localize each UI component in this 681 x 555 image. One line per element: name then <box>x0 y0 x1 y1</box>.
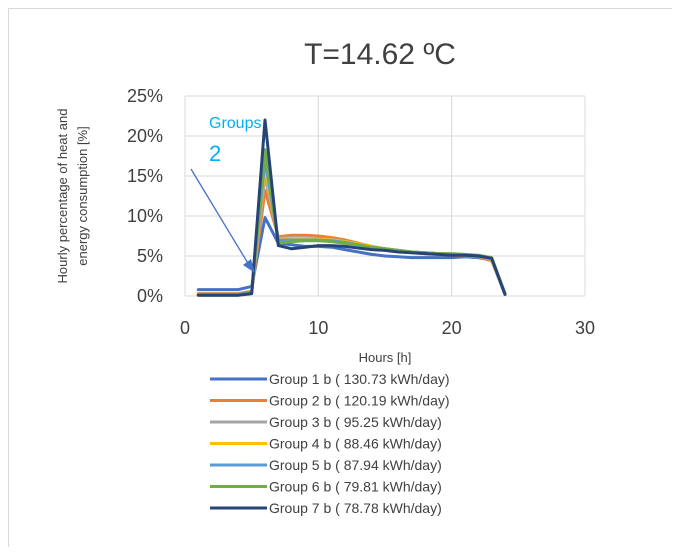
legend-entry-label: Group 1 b ( 130.73 kWh/day) <box>269 371 450 387</box>
x-tick-label: 0 <box>180 318 190 338</box>
x-tick-label: 10 <box>308 318 328 338</box>
chart-background <box>9 9 673 548</box>
legend-entry-label: Group 2 b ( 120.19 kWh/day) <box>269 393 450 409</box>
y-tick-label: 5% <box>137 246 163 266</box>
y-tick-label: 10% <box>127 206 163 226</box>
series-line-group-7 <box>196 118 507 297</box>
annotation-groups-label: Groups <box>209 115 261 132</box>
legend-entry-label: Group 6 b ( 79.81 kWh/day) <box>269 479 442 495</box>
annotation-arrow-shaft <box>190 168 250 266</box>
x-axis-label: Hours [h] <box>359 350 412 365</box>
y-axis-label-line-2: energy consumption [%] <box>75 126 90 265</box>
annotation-groups-number: 2 <box>209 141 221 166</box>
series-lines <box>196 118 507 297</box>
y-axis-label-line-1: Hourly percentage of heat and <box>55 109 70 284</box>
x-tick-label: 20 <box>442 318 462 338</box>
y-tick-label: 25% <box>127 86 163 106</box>
line-chart: T=14.62 ºC 0% 5% 10% 15% 20% 25% 0 10 20 30 Hour… <box>9 9 673 548</box>
series-line-group-1 <box>196 216 507 296</box>
legend-entry-label: Group 5 b ( 87.94 kWh/day) <box>269 457 442 473</box>
y-tick-label: 20% <box>127 126 163 146</box>
legend: Group 1 b ( 130.73 kWh/day) Group 2 b ( 1… <box>210 371 450 516</box>
legend-entry-label: Group 4 b ( 88.46 kWh/day) <box>269 436 442 452</box>
x-tick-label: 30 <box>575 318 595 338</box>
x-tick-labels: 0 10 20 30 <box>180 318 595 338</box>
y-tick-labels: 0% 5% 10% 15% 20% 25% <box>127 86 163 306</box>
annotation-arrow-head <box>243 259 255 273</box>
grid <box>185 95 586 296</box>
chart-frame: T=14.62 ºC 0% 5% 10% 15% 20% 25% 0 10 20 30 Hour… <box>8 8 673 548</box>
chart-title: T=14.62 ºC <box>304 38 456 71</box>
legend-entry-label: Group 7 b ( 78.78 kWh/day) <box>269 500 442 516</box>
y-tick-label: 0% <box>137 286 163 306</box>
legend-entry-label: Group 3 b ( 95.25 kWh/day) <box>269 414 442 430</box>
y-tick-label: 15% <box>127 166 163 186</box>
